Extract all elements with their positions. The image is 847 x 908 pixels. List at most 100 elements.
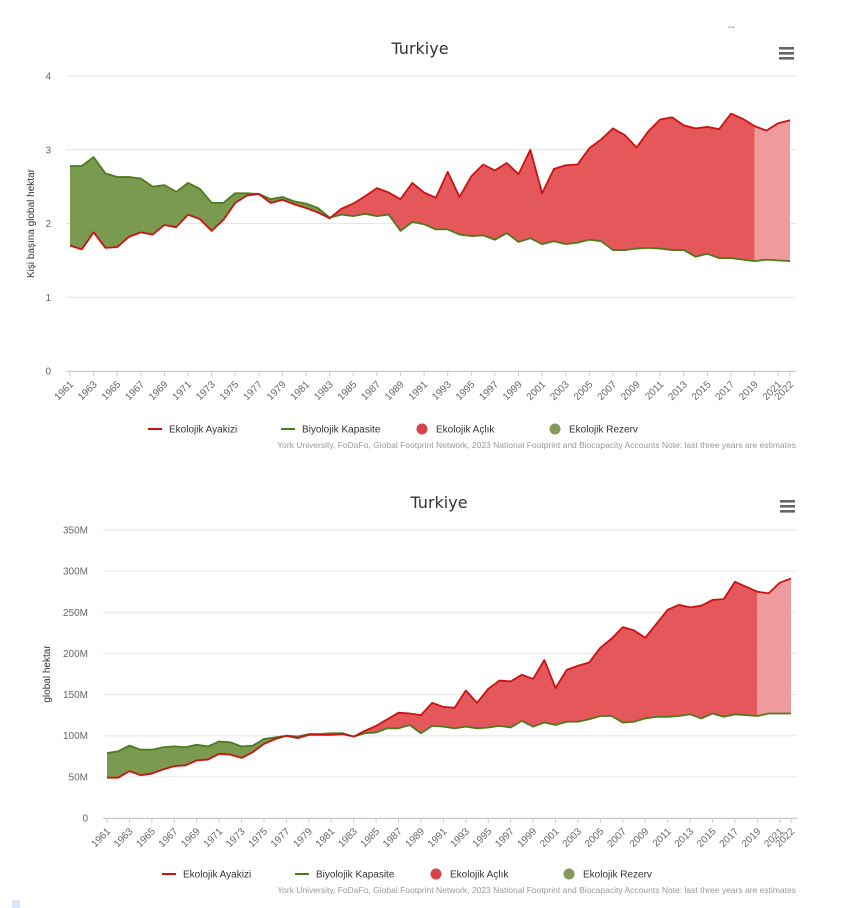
x-tick-label: 1981: [289, 379, 313, 403]
legend-label: Ekolojik Rezerv: [583, 870, 652, 881]
legend-label: Ekolojik Ayakizi: [169, 425, 237, 436]
legend-label: Ekolojik Açlık: [436, 425, 495, 436]
x-tick-label: 2009: [619, 379, 643, 403]
x-tick-label: 2005: [572, 379, 596, 403]
legend-item-biocapacity[interactable]: Biyolojik Kapasite: [281, 425, 381, 436]
y-tick-label: 0: [82, 814, 88, 825]
x-tick-label: 1973: [194, 379, 218, 403]
legend: Ekolojik Ayakizi Biyolojik Kapasite Ekoloj…: [162, 868, 652, 881]
x-tick-label: 1979: [291, 826, 315, 850]
legend-dot-symbol: [563, 868, 575, 880]
x-tick-label: 1999: [501, 379, 525, 403]
x-tick-label: 1971: [202, 826, 226, 850]
menu-bar-3: [780, 510, 795, 513]
menu-bar-1: [779, 47, 794, 50]
x-tick-label: 1985: [359, 826, 383, 850]
x-tick-label: 2013: [673, 826, 697, 850]
legend-item-footprint[interactable]: Ekolojik Ayakizi: [162, 870, 251, 881]
x-tick-label: 2019: [737, 379, 761, 403]
chart-per-capita: Turkiye 0 1 2 3 4 Kişi başına global hektar 196…: [0, 22, 847, 462]
deficit-area: [330, 113, 755, 262]
chart-menu-button[interactable]: [780, 500, 795, 513]
y-axis-label: global hektar: [42, 645, 53, 703]
x-tick-label: 1971: [171, 379, 195, 403]
x-tick-label: 1997: [478, 379, 502, 403]
legend-label: Ekolojik Açlık: [450, 870, 509, 881]
x-tick-label: 2007: [605, 826, 629, 850]
x-tick-label: 1983: [312, 379, 336, 403]
x-tick-label: 2019: [740, 826, 764, 850]
menu-bar-1: [780, 500, 795, 503]
x-tick-label: 1993: [448, 826, 472, 850]
x-tick-label: 2001: [525, 379, 549, 403]
x-tick-label: 1987: [381, 826, 405, 850]
x-tick-label: 1969: [147, 379, 171, 403]
x-tick-label: 1965: [100, 379, 124, 403]
x-tick-label: 2017: [714, 379, 738, 403]
deficit-area: [353, 581, 758, 737]
x-tick-label: 2015: [695, 826, 719, 850]
legend-item-reserve[interactable]: Ekolojik Rezerv: [549, 423, 638, 436]
x-tick-label: 1985: [336, 379, 360, 403]
chart-credits: York University, FoDaFo, Global Footprin…: [277, 440, 796, 450]
x-tick-label: 2005: [583, 826, 607, 850]
biocapacity-line: [106, 712, 791, 754]
x-tick-label: 2017: [718, 826, 742, 850]
corner-dash-mark: --: [728, 22, 735, 33]
legend-label: Biyolojik Kapasite: [316, 870, 395, 881]
x-tick-label: 2011: [643, 379, 666, 402]
y-tick-label: 1: [45, 293, 51, 304]
y-tick-label: 350M: [63, 526, 88, 537]
legend-label: Ekolojik Ayakizi: [183, 870, 251, 881]
deficit-area-estimate: [754, 120, 790, 262]
biocapacity-line: [70, 156, 791, 263]
legend-item-deficit[interactable]: Ekolojik Açlık: [416, 423, 496, 436]
y-tick-label: 50M: [69, 772, 88, 783]
x-tick-label: 1977: [269, 826, 293, 850]
x-tick-label: 1975: [247, 826, 271, 850]
y-tick-label: 100M: [63, 731, 88, 742]
x-tick-label: 2013: [666, 379, 690, 403]
footprint-line: [69, 112, 791, 251]
chart-title: Turkiye: [409, 493, 467, 512]
x-tick-label: 1983: [336, 826, 360, 850]
legend-item-biocapacity[interactable]: Biyolojik Kapasite: [295, 870, 395, 881]
footprint-line: [107, 577, 792, 779]
y-tick-label: 200M: [63, 649, 88, 660]
x-tick-label: 1989: [404, 826, 428, 850]
x-tick-label: 1969: [179, 826, 203, 850]
chart-menu-button[interactable]: [779, 47, 794, 60]
x-tick-label: 1963: [76, 379, 100, 403]
reserve-area: [107, 735, 287, 778]
y-tick-label: 2: [45, 219, 51, 230]
y-tick-label: 300M: [63, 567, 88, 578]
y-tick-label: 250M: [63, 608, 88, 619]
x-tick-label: 1973: [224, 826, 248, 850]
x-tick-label: 2003: [561, 826, 585, 850]
x-tick-label: 2001: [538, 826, 562, 850]
x-tick-label: 1965: [134, 826, 158, 850]
y-tick-label: 4: [45, 72, 51, 83]
x-tick-label: 1961: [53, 379, 77, 403]
x-tick-label: 1981: [314, 826, 338, 850]
legend-dot-symbol: [430, 868, 442, 880]
legend-item-footprint[interactable]: Ekolojik Ayakizi: [148, 425, 237, 436]
x-tick-label: 1989: [383, 379, 407, 403]
x-tick-label: 1991: [426, 826, 450, 850]
x-tick-label: 1991: [407, 379, 431, 403]
chart-credits: York University, FoDaFo, Global Footprin…: [277, 885, 796, 895]
menu-bar-2: [780, 505, 795, 508]
legend-label: Biyolojik Kapasite: [302, 425, 381, 436]
x-tick-label: 1961: [90, 826, 114, 850]
x-tick-label: 1963: [112, 826, 136, 850]
chart-total: Turkiye 0 50M 100M 150M 200M 250M 300M 350M globa…: [0, 476, 847, 906]
menu-bar-3: [779, 57, 794, 60]
x-tick-label: 1987: [359, 379, 383, 403]
legend-item-deficit[interactable]: Ekolojik Açlık: [430, 868, 510, 881]
x-tick-label: 1975: [218, 379, 242, 403]
x-tick-label: 1977: [241, 379, 265, 403]
menu-bar-2: [779, 52, 794, 55]
x-tick-label: 2003: [548, 379, 572, 403]
reserve-area: [70, 157, 259, 250]
legend-item-reserve[interactable]: Ekolojik Rezerv: [563, 868, 652, 881]
